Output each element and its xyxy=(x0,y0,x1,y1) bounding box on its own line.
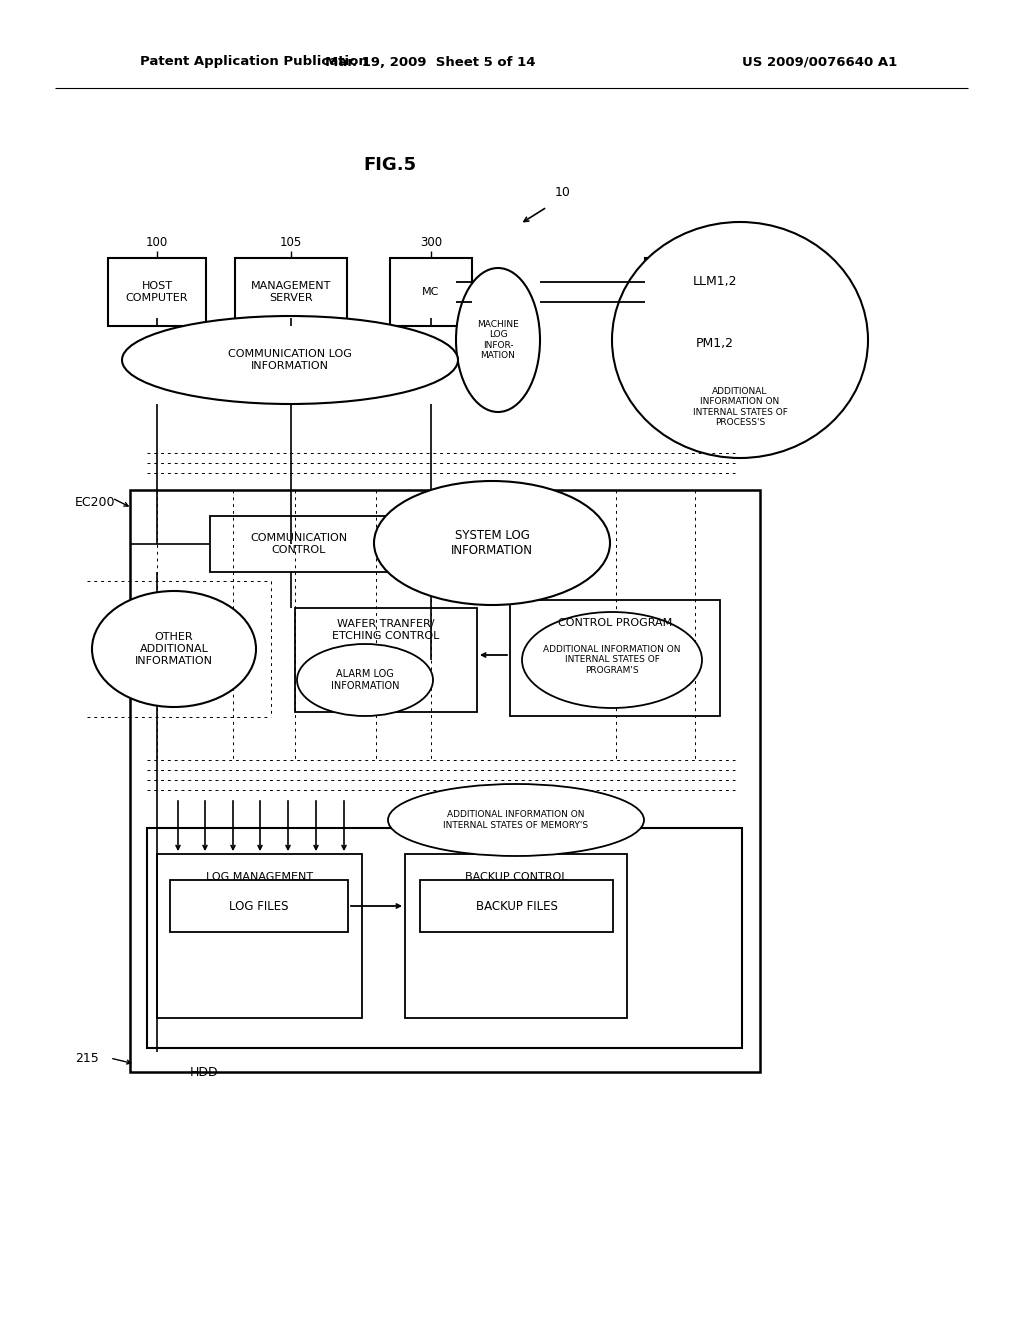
Ellipse shape xyxy=(92,591,256,708)
Ellipse shape xyxy=(456,268,540,412)
Text: 10: 10 xyxy=(555,186,570,199)
Text: 300: 300 xyxy=(420,236,442,249)
Text: MANAGEMENT
SERVER: MANAGEMENT SERVER xyxy=(251,281,331,302)
Text: Mar. 19, 2009  Sheet 5 of 14: Mar. 19, 2009 Sheet 5 of 14 xyxy=(325,55,536,69)
Ellipse shape xyxy=(612,222,868,458)
Text: MC: MC xyxy=(422,286,439,297)
Text: HOST
COMPUTER: HOST COMPUTER xyxy=(126,281,188,302)
Bar xyxy=(210,516,388,572)
Bar xyxy=(157,854,362,1018)
Ellipse shape xyxy=(297,644,433,715)
Bar xyxy=(130,490,760,1072)
Ellipse shape xyxy=(388,784,644,855)
Text: FIG.5: FIG.5 xyxy=(364,156,417,174)
Text: ADDITIONAL
INFORMATION ON
INTERNAL STATES OF
PROCESS'S: ADDITIONAL INFORMATION ON INTERNAL STATE… xyxy=(692,387,787,428)
Text: 105: 105 xyxy=(280,236,302,249)
Ellipse shape xyxy=(122,315,458,404)
Text: ALARM LOG
INFORMATION: ALARM LOG INFORMATION xyxy=(331,669,399,690)
Text: EC200: EC200 xyxy=(75,495,116,508)
Text: 215: 215 xyxy=(75,1052,98,1064)
Bar xyxy=(420,880,613,932)
Text: OTHER
ADDITIONAL
INFORMATION: OTHER ADDITIONAL INFORMATION xyxy=(135,632,213,665)
Text: SYSTEM LOG
INFORMATION: SYSTEM LOG INFORMATION xyxy=(451,529,534,557)
Text: WAFER TRANFER/
ETCHING CONTROL: WAFER TRANFER/ ETCHING CONTROL xyxy=(333,619,439,640)
Bar xyxy=(147,828,742,1048)
Bar xyxy=(406,854,627,1018)
Bar xyxy=(170,880,348,932)
Text: COMMUNICATION
CONTROL: COMMUNICATION CONTROL xyxy=(251,533,347,554)
Text: BACKUP CONTROL: BACKUP CONTROL xyxy=(465,873,567,882)
Text: PM1,2: PM1,2 xyxy=(696,338,734,351)
Text: ADDITIONAL INFORMATION ON
INTERNAL STATES OF MEMORY'S: ADDITIONAL INFORMATION ON INTERNAL STATE… xyxy=(443,810,589,830)
Text: LOG FILES: LOG FILES xyxy=(229,899,289,912)
Bar xyxy=(234,257,347,326)
Text: LOG MANAGEMENT: LOG MANAGEMENT xyxy=(206,873,313,882)
Text: LLM1,2: LLM1,2 xyxy=(693,276,737,289)
Text: HDD: HDD xyxy=(190,1065,219,1078)
Text: BACKUP FILES: BACKUP FILES xyxy=(475,899,557,912)
Text: CONTROL PROGRAM: CONTROL PROGRAM xyxy=(558,618,672,628)
Bar xyxy=(295,609,477,711)
Ellipse shape xyxy=(374,480,610,605)
Text: COMMUNICATION LOG
INFORMATION: COMMUNICATION LOG INFORMATION xyxy=(228,350,352,371)
Bar xyxy=(510,601,720,715)
Bar xyxy=(645,257,785,306)
Text: MACHINE
LOG
INFOR-
MATION: MACHINE LOG INFOR- MATION xyxy=(477,319,519,360)
Text: 100: 100 xyxy=(145,236,168,249)
Text: ADDITIONAL INFORMATION ON
INTERNAL STATES OF
PROGRAM'S: ADDITIONAL INFORMATION ON INTERNAL STATE… xyxy=(544,645,681,675)
Bar xyxy=(390,257,472,326)
Bar xyxy=(645,319,785,368)
Bar xyxy=(108,257,206,326)
Text: US 2009/0076640 A1: US 2009/0076640 A1 xyxy=(742,55,898,69)
Ellipse shape xyxy=(522,612,702,708)
Text: Patent Application Publication: Patent Application Publication xyxy=(140,55,368,69)
